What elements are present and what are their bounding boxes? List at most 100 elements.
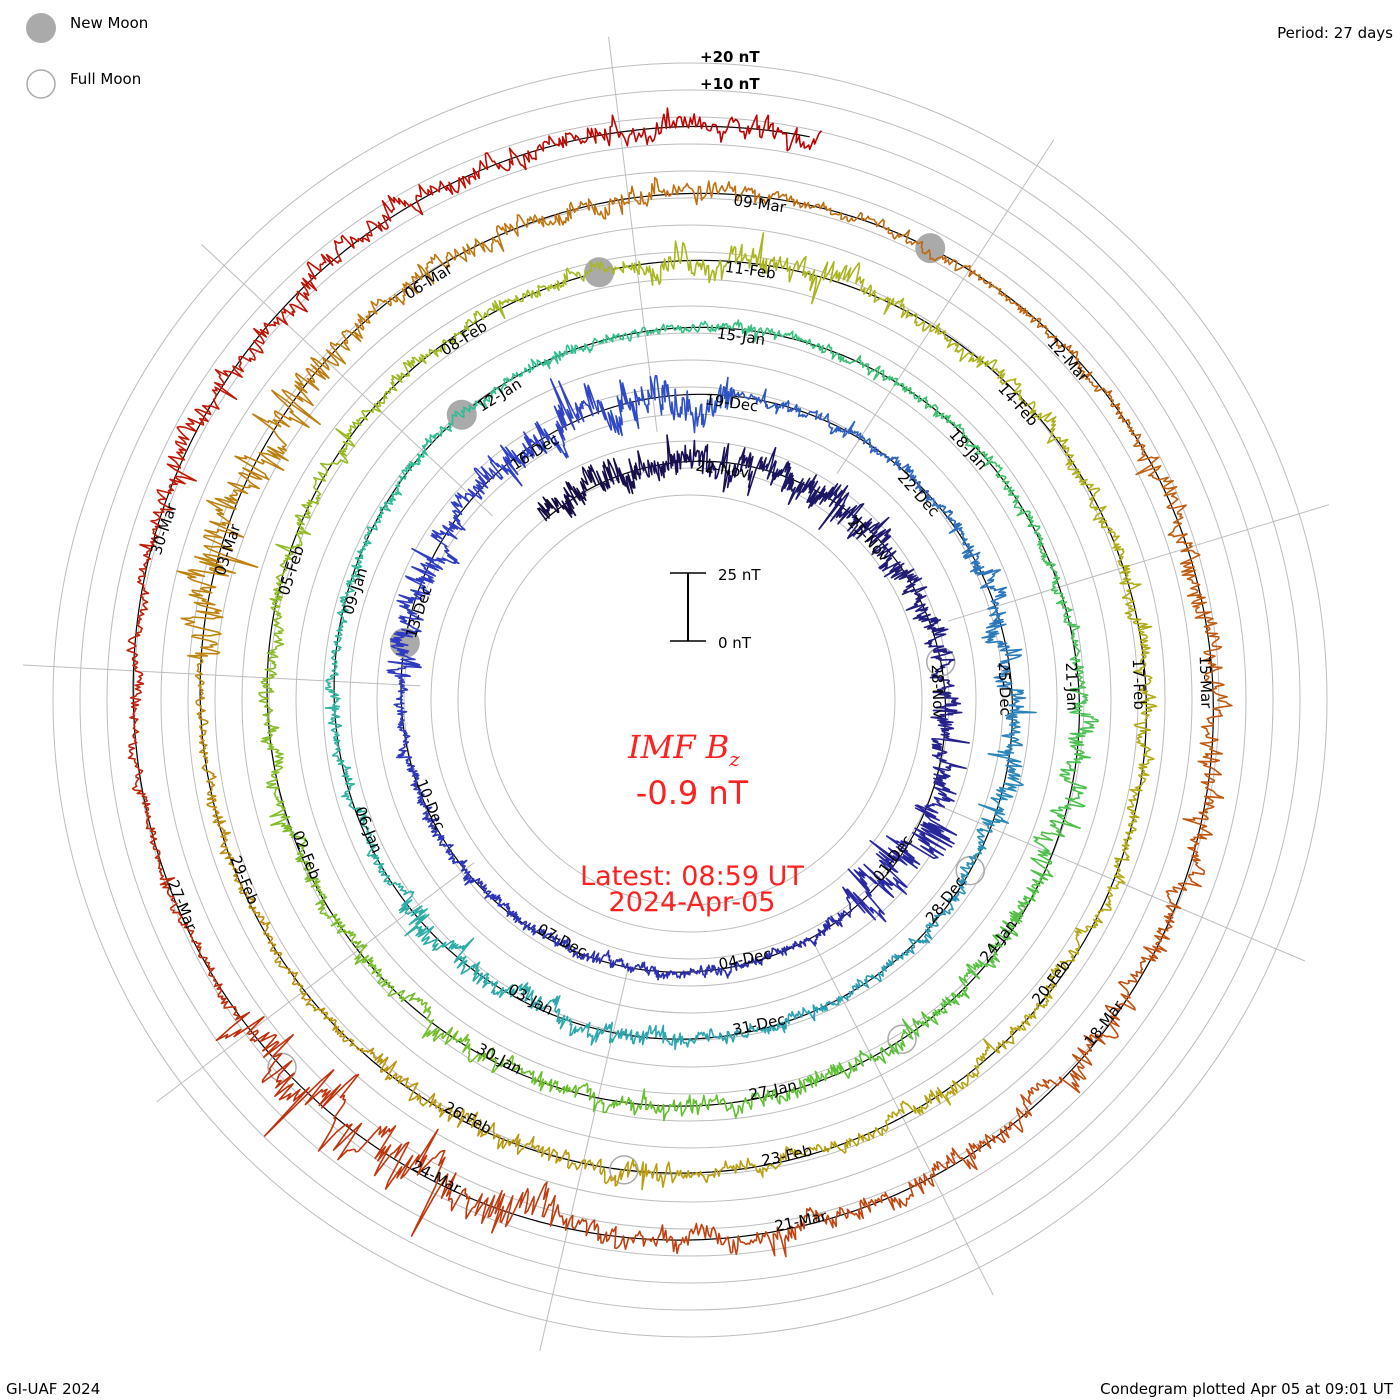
bz-trace-segment	[876, 452, 912, 473]
grid-circle	[133, 143, 1247, 1257]
bz-trace-segment	[807, 1061, 858, 1089]
grid-circle	[457, 467, 923, 933]
bz-trace-segment	[895, 1011, 939, 1052]
bz-trace-segment	[932, 976, 970, 1017]
bz-trace-segment	[145, 814, 165, 881]
bz-trace-segment	[561, 114, 631, 148]
bz-trace-segment	[1067, 914, 1103, 962]
date-label: 12-Mar	[1043, 334, 1092, 386]
bz-trace-segment	[520, 920, 552, 939]
bz-trace-segment	[902, 1080, 958, 1116]
date-label: 12-Jan	[474, 375, 525, 416]
bz-trace-segment	[205, 769, 227, 828]
bz-trace-segment	[335, 403, 382, 448]
bz-trace-segment	[666, 1094, 716, 1117]
full-moon-marker	[887, 1024, 917, 1055]
date-label: 30-Mar	[147, 500, 181, 557]
bz-trace-segment	[439, 501, 466, 540]
bz-trace-segment	[1009, 300, 1058, 342]
bz-trace-segment	[558, 380, 613, 431]
bz-trace-segment	[260, 733, 284, 785]
date-label: 15-Mar	[1196, 655, 1216, 709]
bz-trace-segment	[410, 1149, 474, 1237]
bz-trace-segment	[855, 1181, 915, 1220]
bz-trace-segment	[914, 792, 958, 836]
bz-trace-segment	[541, 1187, 602, 1241]
bz-trace-segment	[985, 586, 1008, 634]
bz-trace-segment	[396, 594, 424, 633]
bz-trace-segment	[386, 665, 422, 699]
bz-trace-segment	[498, 135, 565, 172]
bz-trace-segment	[965, 1111, 1024, 1160]
bz-trace-segment	[762, 1076, 809, 1105]
bz-trace-segment	[166, 422, 198, 488]
bz-trace-segment	[1133, 702, 1158, 760]
bz-trace-segment	[668, 180, 731, 206]
bz-trace-segment	[187, 368, 243, 426]
full-moon-marker	[926, 647, 956, 677]
bz-trace-segment	[794, 1206, 857, 1241]
bz-trace-segment	[1069, 634, 1084, 682]
bz-trace-segment	[396, 730, 413, 765]
bz-trace-segment	[332, 1024, 384, 1064]
bz-trace-segment	[1165, 855, 1205, 915]
credit-label: GI-UAF 2024	[6, 1380, 100, 1398]
bz-trace-segment	[647, 240, 701, 286]
grid-circle	[106, 116, 1274, 1284]
grid-circle	[403, 413, 977, 987]
bz-trace-segment	[918, 613, 949, 646]
bz-trace-segment	[1201, 669, 1233, 733]
date-label: 24-Jan	[976, 916, 1020, 965]
bz-trace-segment	[929, 403, 965, 438]
date-label: 28-Nov	[928, 664, 948, 718]
bz-trace-segment	[859, 276, 905, 315]
bz-trace-segment	[804, 260, 861, 305]
grid-circle	[268, 278, 1112, 1122]
bz-trace-segment	[1060, 727, 1094, 775]
bz-trace-segment	[1017, 857, 1054, 906]
date-label: 18-Mar	[1081, 996, 1128, 1049]
bz-trace-segment	[416, 793, 440, 828]
scale-bar: 25 nT 0 nT	[670, 566, 761, 652]
bz-trace-segment	[139, 486, 175, 552]
bz-trace-segment	[180, 591, 224, 655]
bz-trace-segment	[734, 956, 766, 972]
bz-trace-segment	[1015, 1076, 1081, 1119]
date-label: 11-Feb	[724, 258, 777, 283]
bz-trace-segment	[126, 616, 145, 685]
bz-trace-segment	[495, 214, 554, 252]
chart-title: IMF Bz	[627, 728, 740, 771]
bz-trace-segment	[851, 355, 895, 381]
bz-trace-segment	[1194, 609, 1223, 671]
bz-trace-segment	[238, 881, 271, 935]
bz-trace-segment	[493, 284, 547, 320]
bz-trace-segment	[847, 516, 891, 545]
date-label: 17-Feb	[1129, 659, 1149, 711]
bz-trace-segment	[337, 579, 356, 623]
date-label: 27-Jan	[747, 1076, 798, 1104]
full-moon-legend-icon	[26, 69, 56, 99]
grid-circle	[376, 386, 1004, 1014]
bz-trace-segment	[637, 1161, 695, 1191]
date-label: 03-Jan	[505, 980, 556, 1019]
bz-trace-segment	[406, 337, 457, 367]
radial-spokes	[22, 36, 1329, 1351]
bz-trace-segment	[893, 377, 931, 409]
bz-trace-segment	[1039, 548, 1061, 594]
bz-trace-segment	[697, 114, 770, 143]
bz-trace-segment	[406, 763, 425, 796]
bz-trace-segment	[749, 1146, 806, 1178]
bz-trace-segment	[1179, 545, 1208, 611]
bz-trace-segment	[804, 1138, 860, 1154]
bz-trace-segment	[549, 934, 579, 958]
bz-trace-segment	[430, 826, 454, 856]
bz-trace-segment	[473, 1119, 529, 1155]
grid-circle	[214, 224, 1166, 1176]
period-label: Period: 27 days	[1277, 24, 1393, 42]
bz-trace-segment	[1029, 403, 1069, 451]
bz-trace-segment	[642, 434, 673, 482]
bz-trace-segment	[276, 261, 322, 326]
bz-trace-segment	[261, 1033, 335, 1137]
bz-trace-segment	[752, 232, 807, 283]
